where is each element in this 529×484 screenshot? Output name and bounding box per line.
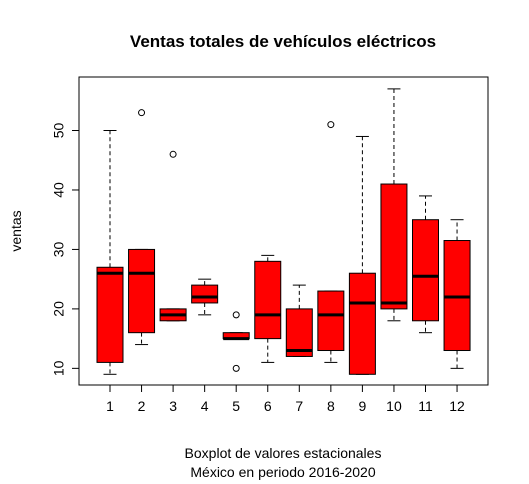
box-month-6 (254, 254, 282, 363)
x-tick-label: 8 (327, 398, 335, 414)
box-iqr (96, 266, 124, 363)
box-month-5 (222, 311, 250, 372)
box-iqr (191, 284, 219, 304)
chart-title: Ventas totales de vehículos eléctricos (130, 32, 436, 51)
box-iqr (348, 272, 376, 375)
y-axis-label: ventas (8, 210, 24, 251)
x-tick-label: 12 (449, 398, 465, 414)
box-iqr (128, 248, 156, 334)
outlier-point (327, 121, 335, 129)
box-month-2 (128, 109, 156, 346)
box-iqr (317, 290, 345, 352)
x-tick-label: 4 (201, 398, 209, 414)
y-tick-label: 50 (51, 123, 67, 139)
x-tick-label: 11 (418, 398, 433, 414)
box-iqr (412, 219, 439, 322)
outlier-point (232, 311, 240, 319)
outlier-point (138, 109, 146, 117)
y-tick-label: 40 (51, 182, 67, 198)
y-tick-label: 30 (51, 241, 67, 257)
x-tick-label: 7 (295, 398, 303, 414)
outlier-point (169, 150, 177, 158)
box-month-11 (412, 195, 439, 334)
x-axis: 1 2 3 4 5 6 7 8 9 10 11 12 (106, 384, 465, 414)
x-tick-label: 9 (359, 398, 367, 414)
box-month-12 (443, 219, 471, 369)
box-month-10 (380, 88, 408, 322)
x-tick-label: 2 (138, 398, 146, 414)
x-tick-label: 1 (106, 398, 114, 414)
box-month-9 (348, 135, 376, 375)
y-tick-label: 20 (51, 301, 67, 317)
x-axis-label-line-2: México en periodo 2016-2020 (190, 464, 375, 480)
box-month-1 (96, 130, 124, 375)
x-tick-label: 3 (169, 398, 177, 414)
x-tick-label: 10 (386, 398, 402, 414)
box-month-3 (159, 150, 187, 322)
boxes (96, 88, 471, 375)
x-axis-label-line-1: Boxplot de valores estacionales (185, 445, 382, 461)
box-iqr (285, 308, 313, 357)
box-iqr (254, 260, 282, 340)
box-month-8 (317, 121, 345, 363)
box-month-7 (285, 284, 313, 357)
outlier-point (232, 364, 240, 372)
y-tick-label: 10 (51, 360, 67, 376)
x-tick-label: 6 (264, 398, 272, 414)
box-month-4 (191, 278, 219, 316)
box-iqr (380, 183, 408, 310)
y-axis: 10 20 30 40 50 (51, 123, 80, 376)
x-tick-label: 5 (232, 398, 240, 414)
